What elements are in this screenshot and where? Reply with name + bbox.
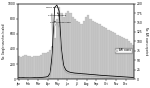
Bar — [72, 17, 74, 79]
Legend: ARI cases: ARI cases — [115, 48, 132, 53]
Bar — [110, 31, 112, 79]
Bar — [63, 17, 65, 79]
Y-axis label: No. Google searches (scaled): No. Google searches (scaled) — [2, 23, 6, 59]
Bar — [103, 27, 105, 79]
Bar — [31, 57, 33, 79]
Bar — [38, 56, 40, 79]
Bar — [94, 22, 96, 79]
Bar — [36, 56, 38, 79]
Bar — [90, 19, 92, 79]
Bar — [101, 26, 103, 79]
Bar — [54, 38, 56, 79]
Bar — [45, 53, 47, 79]
Bar — [49, 50, 51, 79]
Bar — [87, 15, 90, 79]
Bar — [85, 17, 87, 79]
Bar — [42, 53, 45, 79]
Bar — [65, 13, 67, 79]
Bar — [98, 24, 101, 79]
Bar — [83, 21, 85, 79]
Bar — [96, 23, 98, 79]
Bar — [78, 22, 81, 79]
Bar — [58, 7, 60, 79]
Bar — [47, 52, 49, 79]
Bar — [123, 38, 125, 79]
Bar — [132, 45, 134, 79]
Bar — [51, 47, 54, 79]
Bar — [60, 13, 63, 79]
Bar — [121, 37, 123, 79]
Bar — [105, 28, 107, 79]
Bar — [116, 35, 119, 79]
Bar — [112, 32, 114, 79]
Bar — [22, 56, 24, 79]
Bar — [76, 21, 78, 79]
Bar — [119, 36, 121, 79]
Bar — [56, 19, 58, 79]
Text: 1st importation: 1st importation — [48, 14, 66, 22]
Bar — [125, 40, 128, 79]
Bar — [81, 24, 83, 79]
Bar — [20, 57, 22, 79]
Bar — [92, 21, 94, 79]
Text: 1st unlinked case: 1st unlinked case — [50, 13, 71, 23]
Bar — [74, 19, 76, 79]
Bar — [24, 55, 27, 79]
Bar — [27, 56, 29, 79]
Bar — [69, 13, 72, 79]
Bar — [29, 56, 31, 79]
Bar — [40, 55, 42, 79]
Bar — [67, 11, 69, 79]
Bar — [114, 33, 116, 79]
Text: WHO alert: WHO alert — [46, 7, 58, 47]
Bar — [107, 30, 110, 79]
Bar — [130, 43, 132, 79]
Bar — [128, 41, 130, 79]
Y-axis label: No. ARI cases reported: No. ARI cases reported — [144, 27, 148, 56]
Bar — [33, 56, 36, 79]
Bar — [18, 56, 20, 79]
